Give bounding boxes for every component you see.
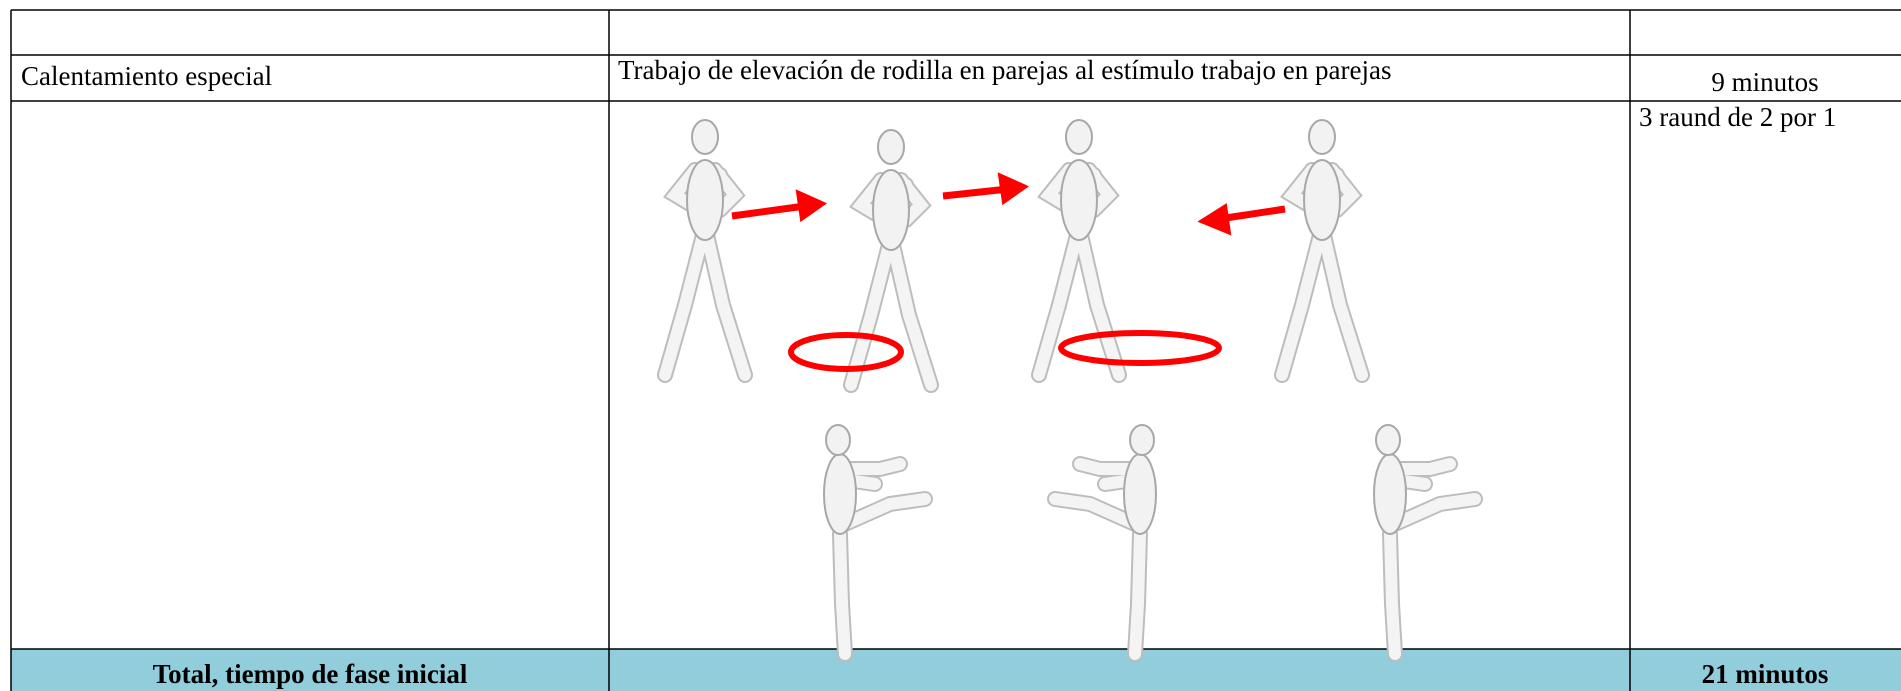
- total-row-bg: [11, 649, 1901, 691]
- phase: Calentamiento especial: [21, 61, 272, 91]
- kick-figure: [1374, 425, 1475, 654]
- total-label: Total, tiempo de fase inicial: [153, 659, 468, 689]
- marker-ring: [1058, 330, 1222, 366]
- table-grid: [10, 9, 1901, 691]
- kick-figure: [824, 425, 925, 654]
- kick-figure: [1055, 425, 1156, 654]
- figure: [665, 120, 745, 375]
- time: 9 minutos: [1711, 67, 1818, 97]
- description: Trabajo de elevación de rodilla en parej…: [618, 55, 1391, 85]
- detail: 3 raund de 2 por 1: [1639, 102, 1836, 132]
- total-time: 21 minutos: [1702, 659, 1829, 689]
- figure: [1282, 120, 1362, 375]
- illustration: [665, 120, 1475, 654]
- arrows: [731, 172, 1286, 236]
- figure: [851, 130, 931, 385]
- marker-ring: [788, 332, 904, 372]
